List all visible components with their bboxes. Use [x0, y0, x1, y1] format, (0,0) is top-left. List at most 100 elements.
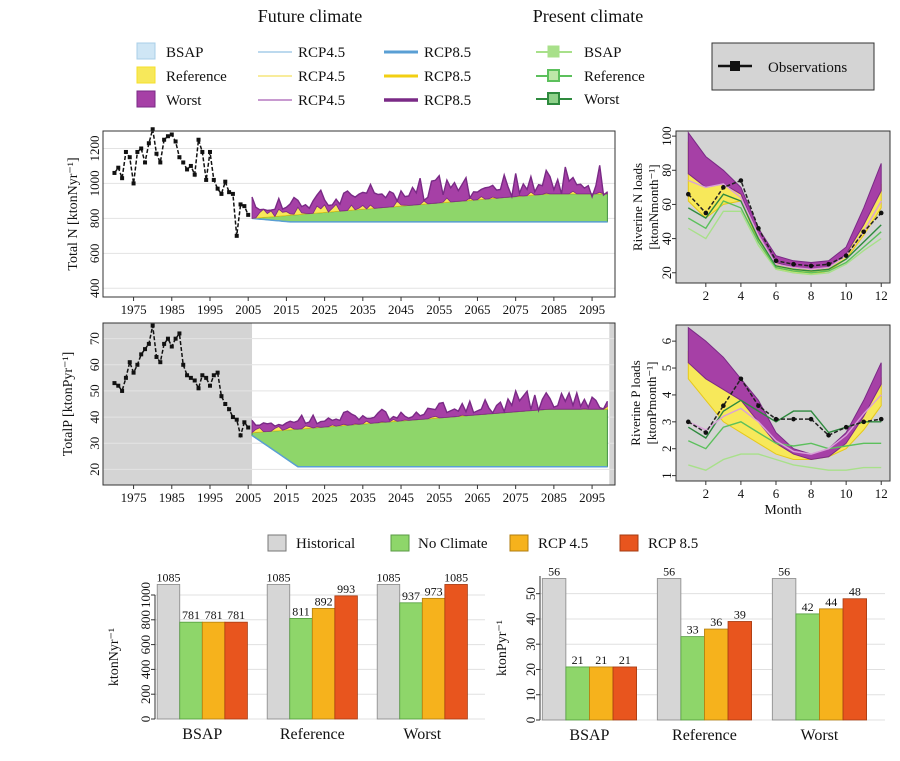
observation-point [756, 226, 761, 231]
x-tick-label: 2015 [273, 302, 299, 317]
bar-value-label: 1085 [376, 570, 400, 584]
bsap-line [251, 217, 608, 223]
legend-swatch-historical [267, 534, 287, 552]
bar-value-label: 21 [572, 653, 584, 667]
observation-point [207, 149, 212, 154]
y-axis-label: TotalP [ktonPyr⁻¹] [61, 352, 76, 457]
bar-value-label: 39 [734, 607, 746, 621]
observation-point [808, 416, 814, 422]
present-worst-line [687, 399, 882, 439]
bar-worst-rcp-8-5 [444, 584, 468, 720]
observation-point [808, 263, 814, 269]
bar-reference-rcp-8-5 [727, 621, 753, 721]
observation-point [703, 210, 709, 216]
y-tick-label: 20 [659, 266, 674, 279]
observations-legend: Observations [711, 42, 875, 91]
observation-point [162, 137, 167, 142]
observation-point [861, 419, 866, 425]
y-tick-label: 400 [138, 660, 153, 680]
observations-line [687, 377, 882, 437]
bar-value-label: 781 [227, 608, 245, 622]
bar-chart-p: 0 10 20 30 40 50 56 21 21 21 BSAP 56 33 36 39 Reference… [495, 565, 885, 744]
y-tick-label: 70 [87, 332, 102, 345]
y-axis-unit: [ktonPmonth⁻¹] [644, 362, 659, 445]
observation-point [131, 370, 136, 375]
plot-frame [102, 322, 616, 486]
observation-point [158, 160, 163, 165]
x-tick-label: 1985 [159, 302, 185, 317]
category-label: Reference [672, 727, 737, 744]
observation-point [791, 416, 796, 422]
legend-present-worst: Worst [584, 92, 620, 108]
y-tick-label: 6 [659, 337, 674, 344]
x-tick-label: 8 [808, 486, 815, 501]
x-tick-label: 2045 [388, 490, 414, 505]
observation-point [135, 149, 140, 154]
category-label: Worst [801, 727, 839, 744]
present-climate-header: Present climate [533, 6, 643, 26]
observation-point [826, 261, 831, 267]
x-tick-label: 2055 [426, 302, 452, 317]
total-p-timeseries-panel: 20 30 40 50 60 70 1975 1985 1995 2005 2015 2025 2035… [61, 322, 616, 505]
x-tick-label: 8 [808, 288, 815, 303]
y-tick-label: 20 [87, 463, 102, 476]
bar-worst-historical [376, 584, 401, 720]
y-tick-label: 10 [523, 688, 538, 701]
observation-point [131, 181, 136, 186]
observation-point [127, 360, 132, 365]
x-tick-label: 2 [703, 486, 710, 501]
x-tick-label: 2085 [541, 302, 567, 317]
observation-point [230, 415, 235, 420]
bar-bsap-rcp-4-5 [589, 666, 614, 721]
plot-frame [675, 130, 891, 284]
legend-present-worst-marker [547, 92, 560, 105]
observations-line [687, 179, 882, 267]
x-tick-label: 6 [773, 288, 780, 303]
y-tick-label: 800 [138, 610, 153, 630]
observation-point [120, 388, 125, 393]
y-tick-label: 40 [659, 232, 674, 245]
future-climate-header: Future climate [258, 6, 362, 26]
present-worst-line [687, 193, 882, 272]
bar-reference-rcp-8-5 [334, 595, 358, 720]
x-tick-label: 1985 [159, 490, 185, 505]
observation-point [173, 336, 178, 341]
x-tick-label: 4 [738, 288, 745, 303]
x-tick-label: 2035 [350, 302, 376, 317]
observation-point [791, 261, 796, 267]
category-label: BSAP [569, 727, 609, 744]
x-tick-label: 2025 [312, 490, 338, 505]
plot-frame [102, 130, 616, 298]
y-tick-label: 50 [523, 587, 538, 600]
observation-point [143, 160, 148, 165]
observation-point [177, 155, 182, 160]
bar-legend: Historical No Climate RCP 4.5 RCP 8.5 [267, 534, 698, 552]
observation-point [738, 178, 744, 183]
x-tick-label: 2065 [464, 490, 490, 505]
bar-value-label: 811 [292, 604, 310, 618]
x-tick-label: 2005 [235, 302, 261, 317]
legend-rcp85-2: RCP8.5 [424, 69, 471, 85]
observation-point [246, 425, 251, 430]
observation-point [169, 344, 174, 349]
x-tick-label: 2015 [273, 490, 299, 505]
y-tick-label: 50 [87, 384, 102, 397]
bar-reference-rcp-4-5 [311, 607, 336, 720]
bar-worst-historical [771, 578, 797, 721]
observation-point [192, 172, 197, 177]
y-tick-label: 40 [87, 411, 102, 424]
observation-point [112, 170, 117, 175]
y-tick-label: 60 [659, 198, 674, 211]
present-legend: BSAP Reference Worst [536, 45, 645, 108]
bar-value-label: 56 [778, 565, 790, 579]
observation-point [154, 151, 159, 156]
observation-point [196, 386, 201, 391]
bar-value-label: 56 [548, 565, 560, 579]
observation-point [162, 341, 167, 346]
x-tick-label: 10 [840, 288, 853, 303]
observation-point [878, 416, 884, 422]
bar-value-label: 44 [825, 595, 837, 609]
x-tick-label: 2095 [579, 302, 605, 317]
legend-label-worst: Worst [166, 93, 202, 109]
bar-bsap-no-climate [565, 666, 590, 721]
